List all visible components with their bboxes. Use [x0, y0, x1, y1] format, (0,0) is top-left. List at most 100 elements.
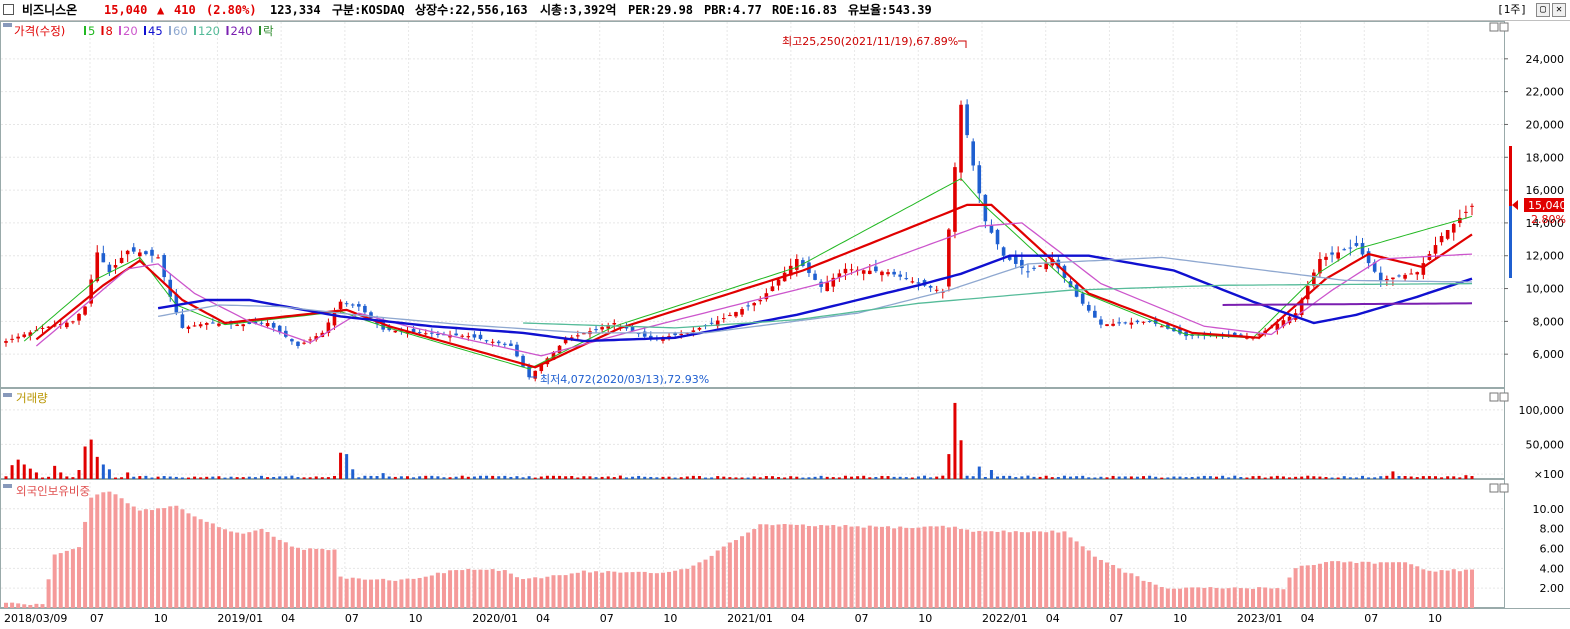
panel-buttons[interactable] — [1489, 22, 1509, 493]
foreign-bar-167 — [1019, 532, 1024, 608]
foreign-bar-86 — [527, 578, 532, 608]
select-checkbox[interactable] — [3, 4, 14, 15]
candle-body-114 — [697, 327, 702, 330]
ma-line-8 — [35, 203, 1473, 369]
date-axis: 2018/03/09 07 10 2019/01 04 07 10 2020/01 04 07 10… — [4, 612, 1442, 625]
volume-bar-122 — [746, 477, 750, 479]
panel-2-min-button[interactable] — [1489, 483, 1499, 493]
foreign-bar-214 — [1305, 565, 1310, 608]
chart-area[interactable]: 가격(수정) 5 8 20 45 60 120 240 락 거래량 외국인보유비중 6,000… — [0, 21, 1570, 629]
foreign-bar-153 — [934, 526, 939, 608]
volume-bar-107 — [655, 477, 659, 479]
candle-body-186 — [1135, 320, 1140, 323]
close-button[interactable]: ✕ — [1552, 3, 1566, 17]
price-tick-label-4: 14,000 — [1526, 217, 1565, 230]
candle-body-135 — [825, 282, 830, 292]
candle-body-98 — [600, 327, 604, 330]
volume-bar-87 — [533, 477, 537, 479]
candle-body-221 — [1348, 247, 1353, 249]
ma-legend-label-120: 120 — [198, 24, 220, 38]
date-tick-label-12: 04 — [791, 612, 805, 625]
last-price-tag: 15,040 2.80% — [1512, 198, 1567, 226]
foreign-bar-14 — [89, 497, 94, 608]
candle-body-170 — [1038, 265, 1042, 267]
foreign-bar-113 — [691, 565, 696, 608]
panel-2-close-button[interactable] — [1499, 483, 1509, 493]
volume-bar-238 — [1452, 476, 1456, 479]
foreign-bar-7 — [46, 579, 51, 608]
date-tick-label-20: 04 — [1301, 612, 1315, 625]
candle-body-23 — [144, 251, 148, 255]
panel-1-close-button[interactable] — [1499, 392, 1509, 402]
panel-0-close-button[interactable] — [1499, 22, 1509, 32]
volume-bar-44 — [272, 477, 276, 479]
volume-bar-77 — [472, 476, 476, 479]
stock-info-bar: 비즈니스온 15,040 ▲ 410 (2.80%) 123,334 구분:KO… — [0, 0, 1570, 21]
volume-bar-49 — [302, 477, 306, 479]
foreign-bar-98 — [600, 572, 605, 608]
date-tick-label-2: 10 — [154, 612, 168, 625]
date-tick-label-10: 10 — [663, 612, 677, 625]
foreign-bar-29 — [180, 509, 185, 608]
panel-1-min-button[interactable] — [1489, 392, 1499, 402]
volume-bar-197 — [1202, 475, 1206, 479]
foreign-bar-161 — [983, 531, 988, 608]
foreign-bar-144 — [879, 526, 884, 608]
candle-body-92 — [563, 339, 568, 344]
volume-bar-145 — [886, 476, 890, 479]
volume-bar-61 — [375, 476, 379, 479]
volume-bar-46 — [284, 476, 288, 479]
foreign-bar-115 — [703, 559, 708, 608]
volume-bar-51 — [314, 476, 318, 479]
candle-body-60 — [369, 312, 373, 319]
candle-body-47 — [290, 339, 294, 342]
volume-bar-225 — [1373, 477, 1377, 479]
volume-bar-185 — [1129, 476, 1133, 479]
foreign-bar-158 — [965, 529, 970, 608]
volume-bar-39 — [241, 477, 245, 479]
foreign-bar-232 — [1415, 566, 1420, 608]
candle-body-124 — [758, 300, 763, 302]
foreign-bar-212 — [1293, 568, 1298, 608]
volume-bar-232 — [1415, 477, 1419, 479]
candle-body-148 — [904, 278, 909, 280]
candle-body-155 — [947, 229, 951, 287]
volume-bar-172 — [1050, 477, 1054, 479]
candle-body-184 — [1123, 322, 1128, 324]
candle-body-102 — [624, 326, 629, 329]
candle-body-159 — [971, 141, 975, 166]
foreign-handle-icon[interactable] — [3, 484, 12, 488]
volume-bar-125 — [764, 476, 768, 479]
candle-body-16 — [101, 253, 106, 263]
foreign-bar-180 — [1098, 559, 1103, 608]
volume-bar-171 — [1044, 475, 1048, 479]
foreign-bar-49 — [302, 549, 307, 608]
volume-bar-27 — [168, 476, 172, 479]
foreign-bar-206 — [1257, 587, 1262, 608]
panel-handle-icon[interactable] — [3, 23, 12, 27]
panel-0-min-button[interactable] — [1489, 22, 1499, 32]
restore-button[interactable]: ▢ — [1536, 3, 1550, 17]
volume-handle-icon[interactable] — [3, 393, 12, 397]
candle-body-11 — [71, 321, 75, 323]
candle-body-144 — [880, 271, 884, 276]
foreign-bar-228 — [1390, 562, 1395, 608]
market-cap: 시총:3,392억 — [540, 3, 617, 17]
volume-bar-168 — [1026, 475, 1030, 479]
candle-body-187 — [1141, 321, 1146, 323]
volume-bar-207 — [1263, 477, 1267, 479]
volume-bar-62 — [381, 473, 385, 479]
foreign-bar-24 — [149, 510, 154, 608]
volume-bar-109 — [667, 476, 671, 479]
foreign-bar-99 — [606, 571, 611, 608]
foreign-bar-118 — [721, 546, 726, 608]
period-button[interactable]: [1주] — [1497, 3, 1527, 16]
volume-bar-96 — [588, 476, 592, 479]
volume-bar-103 — [631, 476, 635, 479]
volume-bar-217 — [1324, 477, 1328, 479]
volume-bar-1 — [10, 465, 14, 479]
volume-bar-182 — [1111, 475, 1115, 479]
volume-bar-233 — [1421, 476, 1425, 479]
volume-bar-149 — [910, 477, 914, 479]
candle-body-4 — [28, 332, 33, 336]
